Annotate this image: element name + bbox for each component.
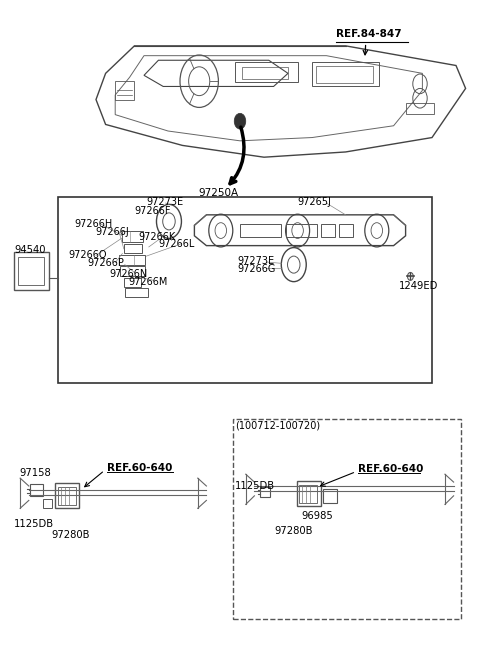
Text: 97266Q: 97266Q xyxy=(68,250,107,261)
Text: 1249ED: 1249ED xyxy=(398,281,438,291)
Bar xyxy=(299,485,317,503)
Text: 97266J: 97266J xyxy=(95,227,129,237)
Bar xyxy=(122,231,143,242)
Bar xyxy=(233,419,461,619)
Bar xyxy=(43,499,52,508)
Text: 94540: 94540 xyxy=(14,245,46,255)
Text: REF.84-847: REF.84-847 xyxy=(336,29,402,39)
Bar xyxy=(312,62,379,86)
Text: 97266N: 97266N xyxy=(109,269,148,279)
Circle shape xyxy=(234,113,246,129)
Text: 97266K: 97266K xyxy=(138,232,176,242)
Text: 97273E: 97273E xyxy=(146,196,183,207)
Bar xyxy=(58,196,432,383)
Bar xyxy=(297,481,321,506)
Bar xyxy=(321,224,335,237)
Bar xyxy=(120,266,145,276)
Bar xyxy=(124,244,142,253)
Text: REF.60-640: REF.60-640 xyxy=(107,462,172,473)
Text: 97265J: 97265J xyxy=(298,196,332,207)
Bar xyxy=(240,224,281,237)
Text: 1125DB: 1125DB xyxy=(13,519,54,529)
Bar xyxy=(30,484,43,496)
Bar xyxy=(58,487,76,505)
Bar xyxy=(55,483,79,508)
Text: 97273E: 97273E xyxy=(238,255,275,266)
Text: 97266F: 97266F xyxy=(134,206,171,216)
Text: 97266G: 97266G xyxy=(238,264,276,274)
Bar xyxy=(235,62,298,82)
Text: 97266P: 97266P xyxy=(87,258,124,269)
Bar xyxy=(18,257,44,285)
Bar xyxy=(115,81,134,100)
Bar xyxy=(125,288,148,297)
Bar xyxy=(406,103,434,114)
Bar xyxy=(14,252,49,290)
Text: 97266M: 97266M xyxy=(129,276,168,287)
Bar xyxy=(286,224,317,237)
Text: (100712-100720): (100712-100720) xyxy=(235,421,320,431)
Text: 97266L: 97266L xyxy=(158,239,195,250)
Bar xyxy=(316,66,373,83)
Text: 1125DB: 1125DB xyxy=(235,481,276,491)
Bar xyxy=(323,489,337,503)
Bar xyxy=(242,67,288,79)
Text: 97158: 97158 xyxy=(19,468,51,478)
Bar xyxy=(260,487,270,497)
Text: 97280B: 97280B xyxy=(52,530,90,540)
Text: 97250A: 97250A xyxy=(198,187,239,198)
Bar xyxy=(124,278,141,287)
Text: 97266H: 97266H xyxy=(74,219,113,229)
Text: REF.60-640: REF.60-640 xyxy=(358,464,423,474)
Bar xyxy=(339,224,353,237)
Text: 96985: 96985 xyxy=(301,511,333,521)
Bar xyxy=(119,255,145,265)
Text: 97280B: 97280B xyxy=(275,525,313,536)
